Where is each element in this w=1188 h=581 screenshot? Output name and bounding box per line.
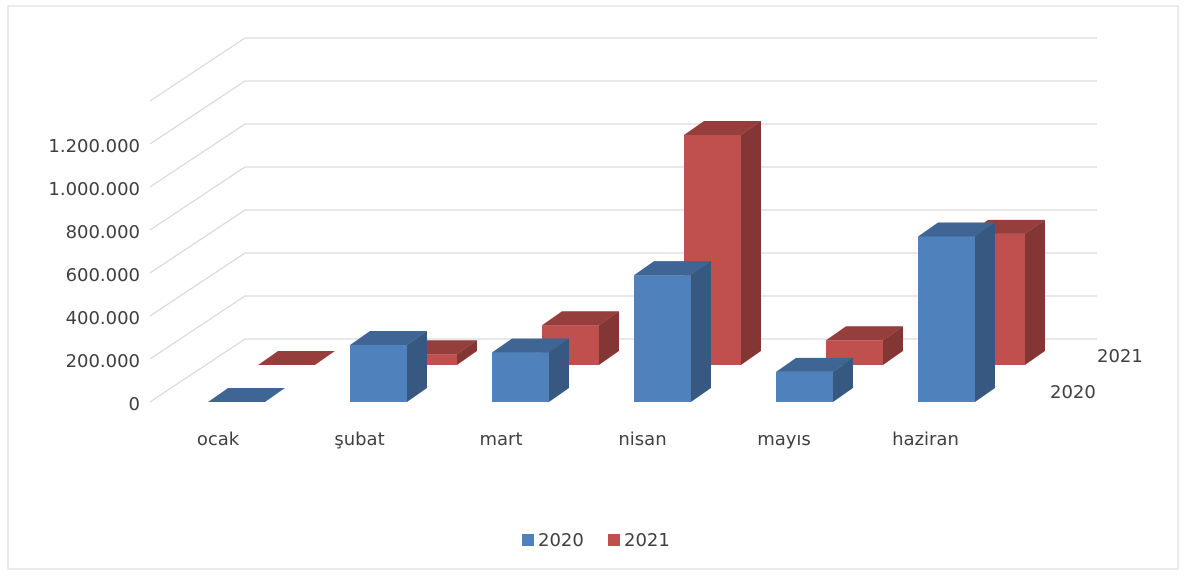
bar-front bbox=[776, 371, 833, 402]
grid-line bbox=[149, 80, 1097, 145]
bar-top bbox=[208, 388, 285, 402]
grid-line bbox=[149, 295, 1097, 360]
bar-top bbox=[542, 311, 619, 326]
bar-side bbox=[975, 222, 995, 402]
bar-side bbox=[833, 357, 853, 402]
bar-side bbox=[883, 326, 903, 365]
y-tick-label: 400.000 bbox=[66, 308, 140, 329]
y-tick-label: 1.000.000 bbox=[48, 179, 140, 200]
bar-front bbox=[918, 236, 975, 402]
bar-top bbox=[350, 331, 427, 346]
y-tick-label: 600.000 bbox=[66, 265, 140, 286]
grid-line bbox=[149, 252, 1097, 317]
bar-top bbox=[634, 261, 711, 276]
x-tick-label: ocak bbox=[197, 429, 240, 450]
x-tick-label: şubat bbox=[334, 429, 384, 450]
bar-front bbox=[634, 275, 691, 402]
bar-top bbox=[492, 338, 569, 353]
legend-swatch bbox=[608, 534, 620, 546]
bar-top bbox=[684, 120, 761, 135]
depth-label: 2020 bbox=[1050, 382, 1096, 403]
depth-label: 2021 bbox=[1097, 346, 1143, 367]
grid-line bbox=[149, 166, 1097, 231]
bar-front bbox=[400, 354, 457, 365]
x-tick-label: haziran bbox=[892, 429, 959, 450]
bar-side bbox=[549, 338, 569, 402]
grid-line bbox=[149, 37, 1097, 102]
y-tick-label: 1.200.000 bbox=[48, 136, 140, 157]
legend-label: 2020 bbox=[538, 530, 584, 551]
x-tick-label: mart bbox=[479, 429, 522, 450]
y-tick-label: 0 bbox=[129, 394, 140, 415]
bar-side bbox=[691, 261, 711, 402]
bar-side bbox=[1025, 219, 1045, 365]
x-tick-label: nisan bbox=[618, 429, 666, 450]
y-tick-label: 800.000 bbox=[66, 222, 140, 243]
y-tick-label: 200.000 bbox=[66, 351, 140, 372]
bar-top bbox=[258, 351, 335, 365]
grid-line bbox=[149, 209, 1097, 274]
bar-side bbox=[599, 311, 619, 365]
bar-front bbox=[492, 352, 549, 402]
bar-front bbox=[350, 345, 407, 402]
bar-top bbox=[826, 326, 903, 341]
grid-line bbox=[149, 338, 1097, 403]
legend-label: 2021 bbox=[624, 530, 670, 551]
bar-top bbox=[918, 222, 995, 237]
grid-line bbox=[149, 123, 1097, 188]
bar-top bbox=[776, 357, 853, 372]
legend-swatch bbox=[522, 534, 534, 546]
bar-side bbox=[457, 340, 477, 365]
bar-side bbox=[407, 331, 427, 402]
x-tick-label: mayıs bbox=[757, 429, 811, 450]
bar-side bbox=[741, 120, 761, 365]
